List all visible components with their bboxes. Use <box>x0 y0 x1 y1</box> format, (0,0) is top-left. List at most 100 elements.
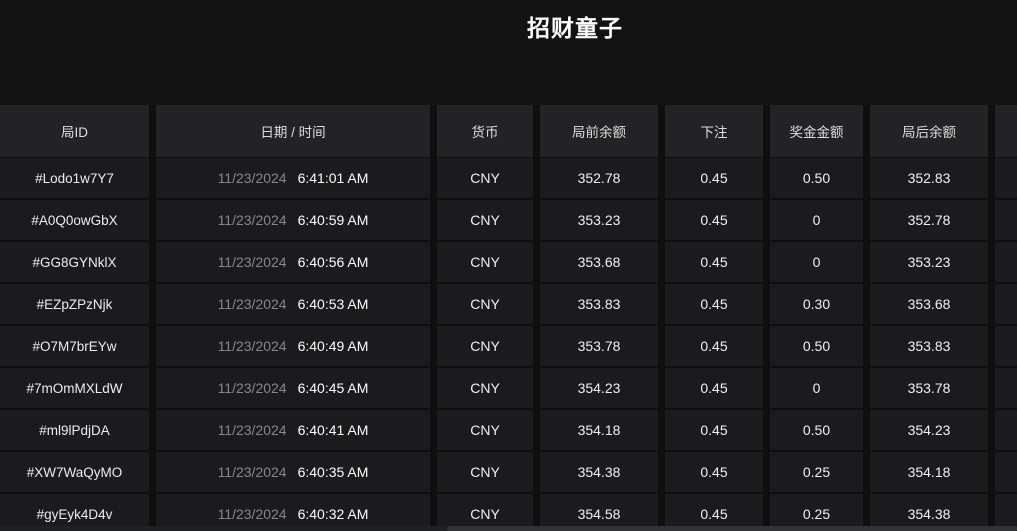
currency-cell: CNY <box>437 410 540 452</box>
datetime-cell: 11/23/2024 6:40:35 AM <box>156 452 437 494</box>
extra-cell <box>995 242 1017 284</box>
date-text: 11/23/2024 <box>217 506 287 522</box>
date-text: 11/23/2024 <box>217 464 287 480</box>
datetime-cell: 11/23/2024 6:40:59 AM <box>156 200 437 242</box>
date-text: 11/23/2024 <box>217 212 287 228</box>
col-header-prize: 奖金金额 <box>770 105 870 158</box>
round-id-cell: #Lodo1w7Y7 <box>0 158 156 200</box>
prize-cell: 0.50 <box>770 410 870 452</box>
round-id-cell: #GG8GYNklX <box>0 242 156 284</box>
prize-cell: 0.50 <box>770 158 870 200</box>
col-header-currency: 货币 <box>437 105 540 158</box>
balance-before-cell: 353.83 <box>540 284 665 326</box>
currency-cell: CNY <box>437 368 540 410</box>
col-header-extra <box>995 105 1017 158</box>
col-header-balance-after: 局后余额 <box>870 105 995 158</box>
balance-after-cell: 354.38 <box>870 494 995 531</box>
time-text: 6:40:49 AM <box>297 338 369 354</box>
currency-cell: CNY <box>437 494 540 531</box>
prize-cell: 0 <box>770 368 870 410</box>
prize-cell: 0.30 <box>770 284 870 326</box>
currency-cell: CNY <box>437 326 540 368</box>
bet-cell: 0.45 <box>665 200 770 242</box>
extra-cell <box>995 200 1017 242</box>
round-id-cell: #EZpZPzNjk <box>0 284 156 326</box>
currency-cell: CNY <box>437 284 540 326</box>
balance-before-cell: 354.18 <box>540 410 665 452</box>
prize-cell: 0.50 <box>770 326 870 368</box>
round-id-cell: #gyEyk4D4v <box>0 494 156 531</box>
prize-cell: 0 <box>770 242 870 284</box>
table-row: #7mOmMXLdW 11/23/2024 6:40:45 AM CNY 354.… <box>0 368 1017 410</box>
date-text: 11/23/2024 <box>217 380 287 396</box>
extra-cell <box>995 284 1017 326</box>
balance-after-cell: 353.78 <box>870 368 995 410</box>
round-id-cell: #A0Q0owGbX <box>0 200 156 242</box>
currency-cell: CNY <box>437 158 540 200</box>
col-header-datetime: 日期 / 时间 <box>156 105 437 158</box>
datetime-cell: 11/23/2024 6:40:45 AM <box>156 368 437 410</box>
table-row: #A0Q0owGbX 11/23/2024 6:40:59 AM CNY 353.… <box>0 200 1017 242</box>
datetime-cell: 11/23/2024 6:40:41 AM <box>156 410 437 452</box>
extra-cell <box>995 452 1017 494</box>
balance-before-cell: 354.38 <box>540 452 665 494</box>
currency-cell: CNY <box>437 242 540 284</box>
table-row: #EZpZPzNjk 11/23/2024 6:40:53 AM CNY 353.… <box>0 284 1017 326</box>
round-id-cell: #7mOmMXLdW <box>0 368 156 410</box>
extra-cell <box>995 368 1017 410</box>
time-text: 6:40:32 AM <box>297 506 369 522</box>
balance-after-cell: 353.83 <box>870 326 995 368</box>
currency-cell: CNY <box>437 452 540 494</box>
time-text: 6:40:59 AM <box>297 212 369 228</box>
col-header-round-id: 局ID <box>0 105 156 158</box>
balance-before-cell: 353.78 <box>540 326 665 368</box>
time-text: 6:40:35 AM <box>297 464 369 480</box>
col-header-bet: 下注 <box>665 105 770 158</box>
balance-after-cell: 353.23 <box>870 242 995 284</box>
round-id-cell: #XW7WaQyMO <box>0 452 156 494</box>
round-id-cell: #ml9lPdjDA <box>0 410 156 452</box>
bet-cell: 0.45 <box>665 368 770 410</box>
datetime-cell: 11/23/2024 6:40:49 AM <box>156 326 437 368</box>
bet-cell: 0.45 <box>665 494 770 531</box>
currency-cell: CNY <box>437 200 540 242</box>
bet-cell: 0.45 <box>665 242 770 284</box>
bet-cell: 0.45 <box>665 452 770 494</box>
col-header-balance-before: 局前余额 <box>540 105 665 158</box>
extra-cell <box>995 158 1017 200</box>
time-text: 6:40:56 AM <box>297 254 369 270</box>
table-row: #GG8GYNklX 11/23/2024 6:40:56 AM CNY 353.… <box>0 242 1017 284</box>
time-text: 6:40:41 AM <box>297 422 369 438</box>
date-text: 11/23/2024 <box>217 170 287 186</box>
time-text: 6:40:53 AM <box>297 296 369 312</box>
table-row: #XW7WaQyMO 11/23/2024 6:40:35 AM CNY 354.… <box>0 452 1017 494</box>
table-row: #O7M7brEYw 11/23/2024 6:40:49 AM CNY 353.… <box>0 326 1017 368</box>
table-row: #ml9lPdjDA 11/23/2024 6:40:41 AM CNY 354.… <box>0 410 1017 452</box>
table-row: #gyEyk4D4v 11/23/2024 6:40:32 AM CNY 354.… <box>0 494 1017 531</box>
time-text: 6:41:01 AM <box>297 170 369 186</box>
balance-before-cell: 354.58 <box>540 494 665 531</box>
bet-cell: 0.45 <box>665 326 770 368</box>
balance-after-cell: 354.23 <box>870 410 995 452</box>
round-id-cell: #O7M7brEYw <box>0 326 156 368</box>
extra-cell <box>995 494 1017 531</box>
bet-cell: 0.45 <box>665 284 770 326</box>
table-header-row: 局ID 日期 / 时间 货币 局前余额 下注 奖金金额 局后余额 <box>0 105 1017 158</box>
extra-cell <box>995 410 1017 452</box>
horizontal-scrollbar[interactable] <box>0 526 1017 531</box>
balance-before-cell: 353.68 <box>540 242 665 284</box>
bet-cell: 0.45 <box>665 158 770 200</box>
balance-before-cell: 352.78 <box>540 158 665 200</box>
date-text: 11/23/2024 <box>217 422 287 438</box>
time-text: 6:40:45 AM <box>297 380 369 396</box>
prize-cell: 0.25 <box>770 452 870 494</box>
date-text: 11/23/2024 <box>217 296 287 312</box>
balance-after-cell: 354.18 <box>870 452 995 494</box>
scrollbar-thumb[interactable] <box>447 526 1017 531</box>
balance-after-cell: 353.68 <box>870 284 995 326</box>
prize-cell: 0 <box>770 200 870 242</box>
table-row: #Lodo1w7Y7 11/23/2024 6:41:01 AM CNY 352.… <box>0 158 1017 200</box>
extra-cell <box>995 326 1017 368</box>
game-history-table: 局ID 日期 / 时间 货币 局前余额 下注 奖金金额 局后余额 #Lodo1w… <box>0 105 1017 531</box>
